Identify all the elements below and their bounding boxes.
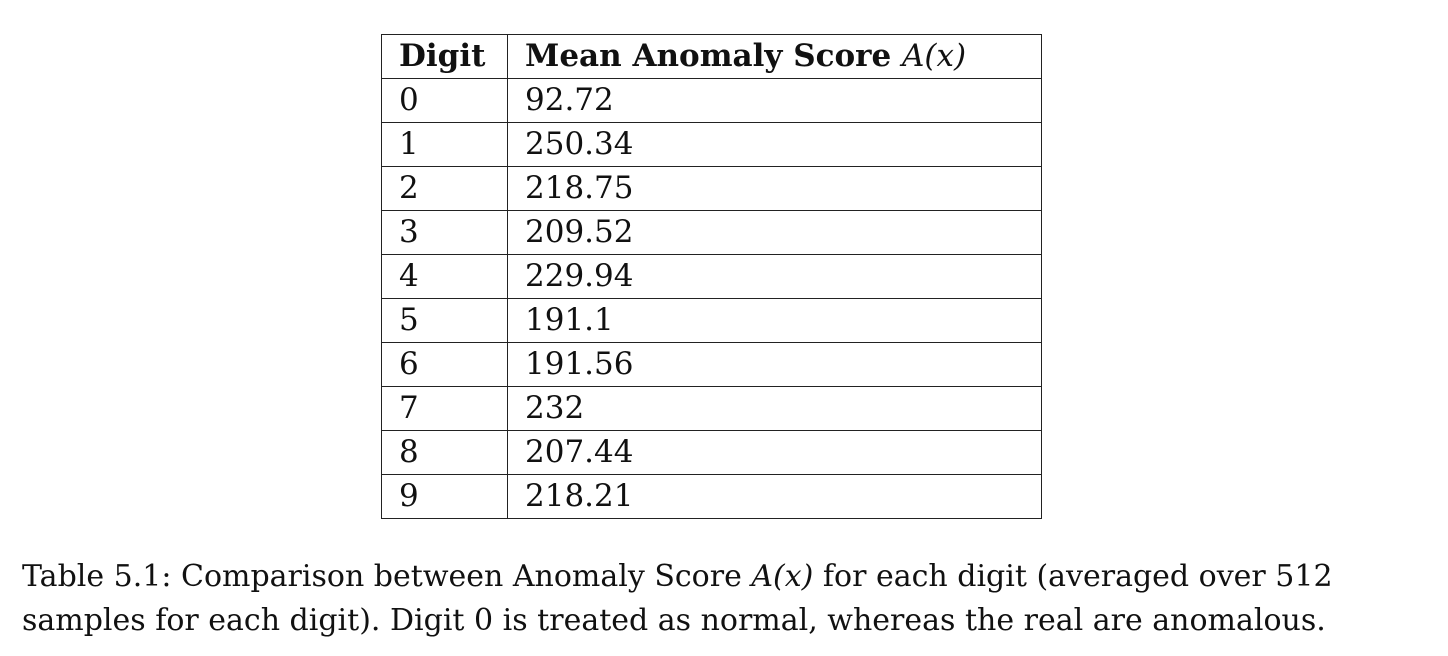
header-score-label: Mean Anomaly Score [525, 38, 892, 74]
anomaly-score-table: Digit Mean Anomaly Score A(x) 0 92.72 1 … [381, 34, 1042, 519]
score-cell: 207.44 [507, 430, 1042, 475]
caption-symbol: A(x) [751, 559, 814, 594]
table-body: 0 92.72 1 250.34 2 218.75 3 209.52 4 229… [381, 78, 1042, 519]
digit-cell: 6 [381, 342, 508, 387]
score-cell: 218.75 [507, 166, 1042, 211]
digit-cell: 4 [381, 254, 508, 299]
score-cell: 209.52 [507, 210, 1042, 255]
digit-cell: 7 [381, 386, 508, 431]
table-row: 8 207.44 [381, 430, 1042, 475]
results-table-container: Digit Mean Anomaly Score A(x) 0 92.72 1 … [381, 34, 1042, 519]
score-cell: 92.72 [507, 78, 1042, 123]
digit-cell: 8 [381, 430, 508, 475]
table-row: 5 191.1 [381, 298, 1042, 343]
table-header: Digit Mean Anomaly Score A(x) [381, 34, 1042, 79]
score-cell: 218.21 [507, 474, 1042, 519]
score-cell: 191.56 [507, 342, 1042, 387]
score-cell: 250.34 [507, 122, 1042, 167]
score-cell: 229.94 [507, 254, 1042, 299]
table-caption: Table 5.1: Comparison between Anomaly Sc… [22, 555, 1442, 643]
header-score-symbol: A(x) [901, 38, 967, 74]
table-row: 2 218.75 [381, 166, 1042, 211]
header-row: Digit Mean Anomaly Score A(x) [381, 34, 1042, 79]
table-row: 3 209.52 [381, 210, 1042, 255]
table-row: 7 232 [381, 386, 1042, 431]
table-row: 9 218.21 [381, 474, 1042, 519]
digit-cell: 3 [381, 210, 508, 255]
digit-cell: 1 [381, 122, 508, 167]
digit-cell: 5 [381, 298, 508, 343]
table-row: 4 229.94 [381, 254, 1042, 299]
digit-cell: 9 [381, 474, 508, 519]
table-row: 1 250.34 [381, 122, 1042, 167]
header-mean-anomaly-score: Mean Anomaly Score A(x) [507, 34, 1042, 79]
score-cell: 191.1 [507, 298, 1042, 343]
digit-cell: 2 [381, 166, 508, 211]
table-row: 6 191.56 [381, 342, 1042, 387]
table-row: 0 92.72 [381, 78, 1042, 123]
caption-prefix: Table 5.1: Comparison between Anomaly Sc… [22, 559, 752, 594]
digit-cell: 0 [381, 78, 508, 123]
score-cell: 232 [507, 386, 1042, 431]
caption-suffix: for each digit (averaged over 512 sample… [22, 559, 1333, 638]
header-digit: Digit [381, 34, 508, 79]
